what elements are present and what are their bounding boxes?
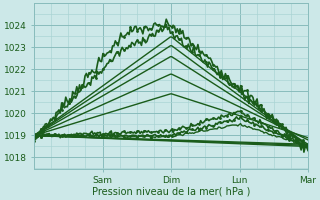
X-axis label: Pression niveau de la mer( hPa ): Pression niveau de la mer( hPa ) <box>92 187 250 197</box>
